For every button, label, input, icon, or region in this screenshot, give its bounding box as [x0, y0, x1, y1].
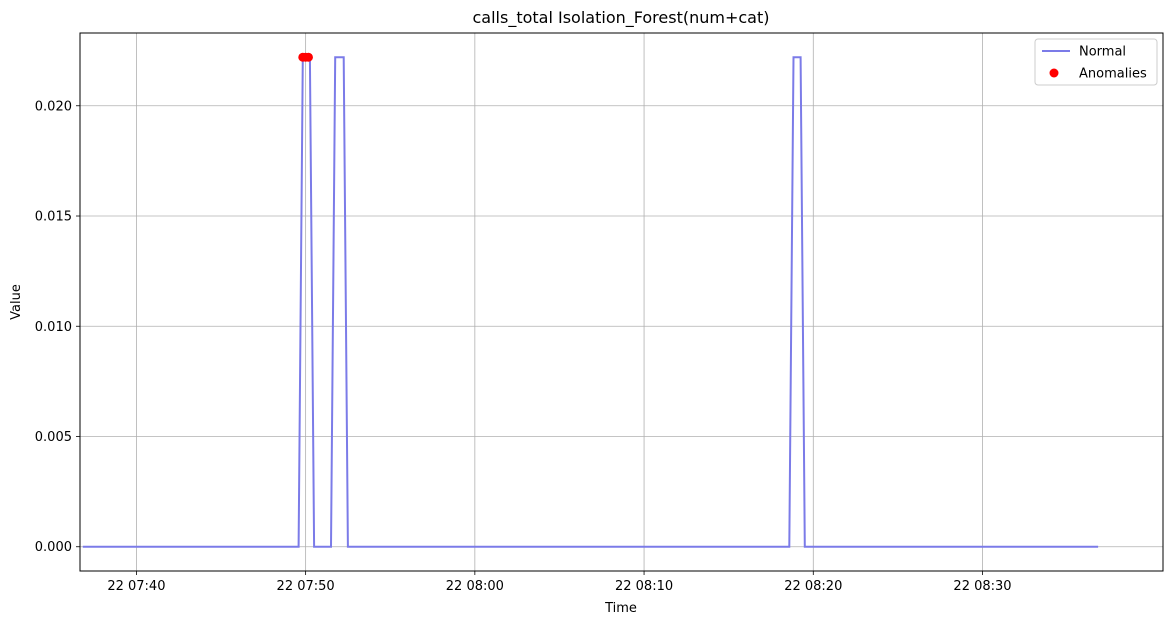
plot-area-frame [79, 32, 1164, 572]
x-axis-ticks: 22 07:40 22 07:50 22 08:00 22 08:10 22 08:20… [107, 571, 1012, 594]
x-axis-label: Time [604, 601, 637, 616]
series-layer [82, 52, 1099, 548]
y-tick-label: 0.010 [35, 320, 72, 335]
legend-label-anomalies: Anomalies [1079, 67, 1147, 82]
x-tick-label: 22 07:50 [277, 579, 335, 594]
x-tick-label: 22 08:30 [953, 579, 1011, 594]
x-tick-label: 22 07:40 [107, 579, 165, 594]
chart-title: calls_total Isolation_Forest(num+cat) [473, 8, 770, 28]
y-tick-label: 0.005 [35, 430, 72, 445]
x-tick-label: 22 08:00 [446, 579, 504, 594]
grid-lines [80, 33, 1163, 571]
series-line-normal [82, 56, 1099, 548]
anomaly-point [303, 52, 313, 62]
legend-label-normal: Normal [1079, 45, 1126, 60]
y-tick-label: 0.015 [35, 210, 72, 225]
y-tick-label: 0.000 [35, 540, 72, 555]
y-tick-label: 0.020 [35, 99, 72, 114]
x-tick-label: 22 08:20 [784, 579, 842, 594]
y-axis-label: Value [9, 284, 24, 320]
y-axis-ticks: 0.000 0.005 0.010 0.015 0.020 [35, 99, 80, 555]
legend: Normal Anomalies [1034, 38, 1158, 86]
legend-marker-anomalies [1049, 68, 1059, 78]
x-tick-label: 22 08:10 [615, 579, 673, 594]
